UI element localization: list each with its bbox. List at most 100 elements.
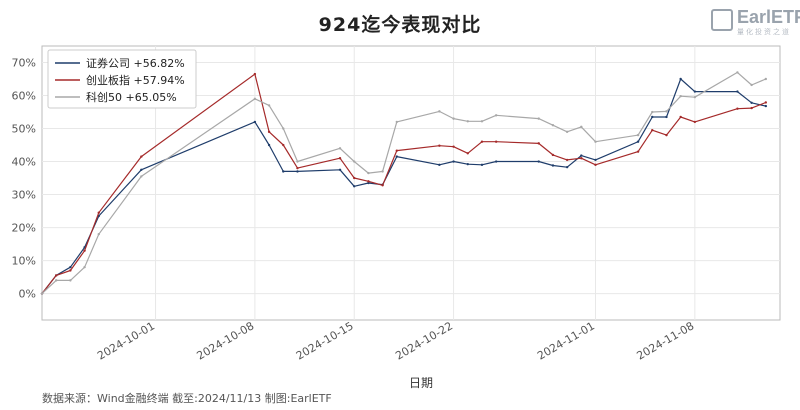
- logo-subtext: 量化投资之道: [737, 28, 791, 36]
- legend-box: [47, 49, 197, 109]
- x-tick-label: 2024-10-15: [294, 319, 356, 362]
- data-point: [537, 142, 540, 145]
- data-point: [267, 143, 271, 147]
- data-point: [551, 153, 555, 157]
- data-point: [594, 163, 597, 167]
- data-point: [494, 140, 498, 143]
- data-point: [594, 140, 597, 143]
- data-point: [83, 265, 86, 269]
- data-point: [452, 145, 455, 148]
- data-point: [594, 158, 597, 162]
- data-point: [282, 170, 285, 173]
- data-point: [282, 127, 285, 130]
- data-point: [282, 143, 285, 147]
- data-point: [452, 160, 455, 163]
- data-point: [693, 90, 697, 93]
- plot-area: [41, 45, 781, 321]
- data-point: [636, 150, 640, 153]
- data-point: [565, 158, 569, 162]
- data-point: [764, 101, 768, 104]
- data-point: [565, 130, 569, 134]
- data-point: [580, 125, 583, 129]
- data-point: [736, 90, 739, 93]
- data-point: [651, 110, 654, 114]
- x-axis-title: 日期: [409, 376, 433, 390]
- x-tick-label: 2024-10-22: [393, 319, 455, 362]
- data-point: [651, 115, 654, 119]
- data-point: [651, 128, 654, 132]
- data-point: [367, 180, 370, 183]
- x-tick-label: 2024-11-08: [634, 319, 696, 362]
- y-tick-label: 40%: [12, 156, 36, 169]
- data-point: [40, 292, 44, 295]
- data-point: [69, 279, 72, 282]
- data-point: [381, 184, 384, 187]
- data-point: [551, 124, 555, 127]
- data-point: [140, 155, 143, 158]
- data-point: [665, 110, 668, 113]
- data-point: [764, 77, 768, 81]
- data-point: [338, 147, 342, 150]
- data-point: [665, 115, 668, 119]
- data-point: [480, 140, 484, 143]
- data-point: [353, 160, 356, 163]
- data-point: [54, 274, 58, 277]
- data-point: [537, 117, 540, 120]
- data-point: [395, 149, 399, 152]
- data-point: [480, 120, 484, 123]
- data-point: [679, 94, 682, 98]
- data-point: [367, 171, 370, 175]
- series-line: [41, 78, 766, 294]
- data-point: [54, 279, 58, 282]
- data-point: [750, 101, 753, 104]
- data-point: [267, 104, 271, 107]
- data-point: [494, 114, 498, 117]
- data-point: [438, 110, 441, 113]
- data-point: [736, 71, 739, 74]
- data-point: [267, 130, 271, 134]
- data-point: [296, 160, 299, 163]
- data-point: [338, 157, 342, 160]
- y-tick-label: 70%: [12, 57, 36, 70]
- data-point: [693, 120, 697, 124]
- data-point: [97, 211, 100, 214]
- data-point: [338, 168, 342, 171]
- data-point: [253, 120, 257, 124]
- data-point: [636, 133, 640, 137]
- data-point: [565, 165, 569, 169]
- y-tick-label: 50%: [12, 123, 36, 136]
- data-point: [580, 157, 583, 160]
- data-point: [764, 104, 768, 108]
- data-point: [494, 160, 498, 163]
- data-point: [537, 160, 540, 163]
- data-point: [353, 176, 356, 180]
- data-point: [253, 72, 257, 76]
- legend-label: 证券公司 +56.82%: [86, 56, 185, 70]
- legend: 证券公司 +56.82% 创业板指 +57.94% 科创50 +65.05%: [47, 49, 197, 109]
- data-point: [83, 249, 86, 252]
- data-point: [140, 175, 143, 178]
- data-point: [438, 144, 441, 147]
- data-point: [679, 115, 682, 119]
- data-point: [438, 163, 441, 167]
- data-point: [636, 140, 640, 143]
- logo-text: EarlETF: [737, 7, 800, 27]
- data-point: [367, 181, 370, 185]
- data-point: [736, 107, 739, 110]
- x-tick-label: 2024-10-08: [195, 319, 257, 362]
- y-tick-label: 60%: [12, 90, 36, 103]
- data-point: [69, 269, 72, 272]
- data-point: [580, 154, 583, 157]
- legend-label: 科创50 +65.05%: [86, 90, 177, 104]
- data-point: [353, 185, 356, 188]
- y-tick-label: 10%: [12, 255, 36, 268]
- data-point: [551, 164, 555, 167]
- y-tick-label: 20%: [12, 222, 36, 235]
- data-point: [693, 95, 697, 99]
- x-tick-label: 2024-11-01: [535, 319, 597, 362]
- logo-icon: [711, 9, 733, 31]
- data-source-note: 数据来源：Wind金融终端 截至:2024/11/13 制图:EarlETF: [42, 392, 332, 405]
- data-point: [466, 162, 469, 166]
- legend-label: 创业板指 +57.94%: [86, 73, 185, 87]
